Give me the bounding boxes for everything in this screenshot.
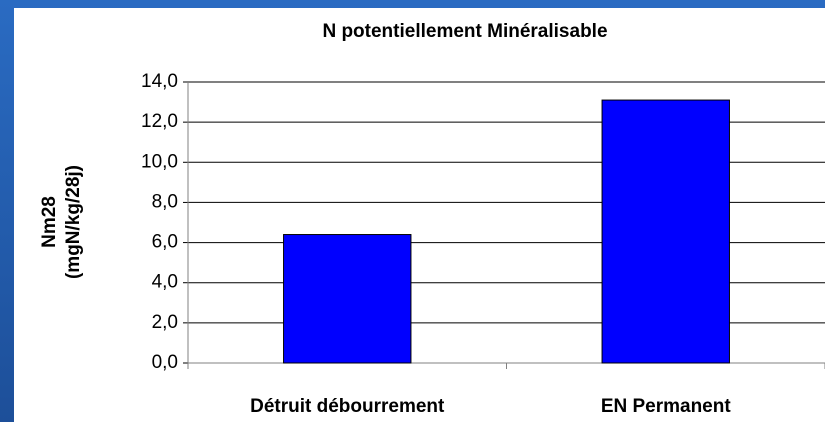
bar: [601, 99, 730, 364]
y-tick-label: 10,0: [141, 151, 178, 172]
y-tick-label: 0,0: [152, 352, 178, 373]
y-tick-label: 14,0: [141, 71, 178, 92]
y-tick-label: 8,0: [152, 191, 178, 212]
y-tick-label: 6,0: [152, 232, 178, 253]
y-tick-label: 4,0: [152, 272, 178, 293]
x-tick-label: EN Permanent: [601, 396, 732, 417]
x-tick-label: Détruit débourrement: [250, 396, 445, 417]
y-tick-label: 12,0: [141, 111, 178, 132]
y-axis-label-line: (mgN/kg/28j): [63, 165, 84, 279]
bar: [283, 234, 412, 364]
y-axis-label-line: Nm28: [39, 196, 60, 248]
y-axis-label: Nm28 (mgN/kg/28j): [39, 165, 84, 279]
y-tick-label: 2,0: [152, 312, 178, 333]
chart-title: N potentiellement Minéralisable: [322, 21, 607, 42]
